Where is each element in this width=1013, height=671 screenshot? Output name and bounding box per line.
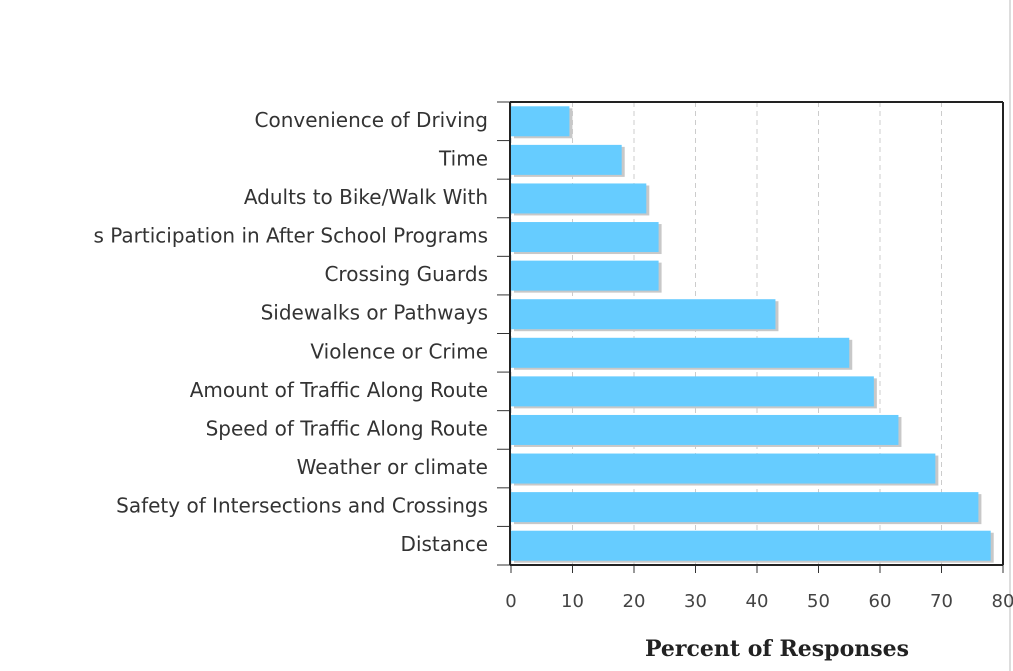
- x-axis-label: Percent of Responses: [645, 636, 909, 662]
- bar: [511, 183, 647, 214]
- y-tick-label: Distance: [401, 532, 488, 556]
- y-tick-label: Amount of Traffic Along Route: [190, 378, 488, 402]
- x-tick-label: 10: [561, 591, 584, 612]
- y-tick-label: Convenience of Driving: [255, 108, 488, 132]
- y-tick-label: Sidewalks or Pathways: [261, 301, 488, 325]
- y-tick-label: Crossing Guards: [324, 262, 488, 286]
- x-tick-label: 50: [807, 591, 830, 612]
- bar: [511, 414, 899, 445]
- bar: [511, 453, 936, 484]
- bar: [511, 492, 979, 523]
- x-tick-label: 70: [930, 591, 953, 612]
- y-tick-label: s Participation in After School Programs: [93, 224, 488, 248]
- x-tick-label: 60: [869, 591, 892, 612]
- y-tick-label: Time: [438, 146, 488, 170]
- y-tick-label: Violence or Crime: [310, 339, 488, 363]
- y-tick-label: Adults to Bike/Walk With: [244, 185, 488, 209]
- y-tick-label: Safety of Intersections and Crossings: [116, 494, 488, 518]
- bar: [511, 260, 659, 291]
- bar: [511, 106, 570, 137]
- y-tick-label: Speed of Traffic Along Route: [206, 416, 488, 440]
- bar: [511, 337, 850, 368]
- bar: [511, 144, 622, 175]
- x-tick-label: 40: [746, 591, 769, 612]
- bar: [511, 376, 874, 407]
- x-tick-label: 30: [684, 591, 707, 612]
- x-tick-label: 80: [992, 591, 1013, 612]
- y-tick-label: Weather or climate: [297, 455, 488, 479]
- x-tick-label: 20: [623, 591, 646, 612]
- bar: [511, 530, 991, 561]
- bar: [511, 299, 776, 330]
- x-tick-label: 0: [505, 591, 516, 612]
- bar: [511, 222, 659, 253]
